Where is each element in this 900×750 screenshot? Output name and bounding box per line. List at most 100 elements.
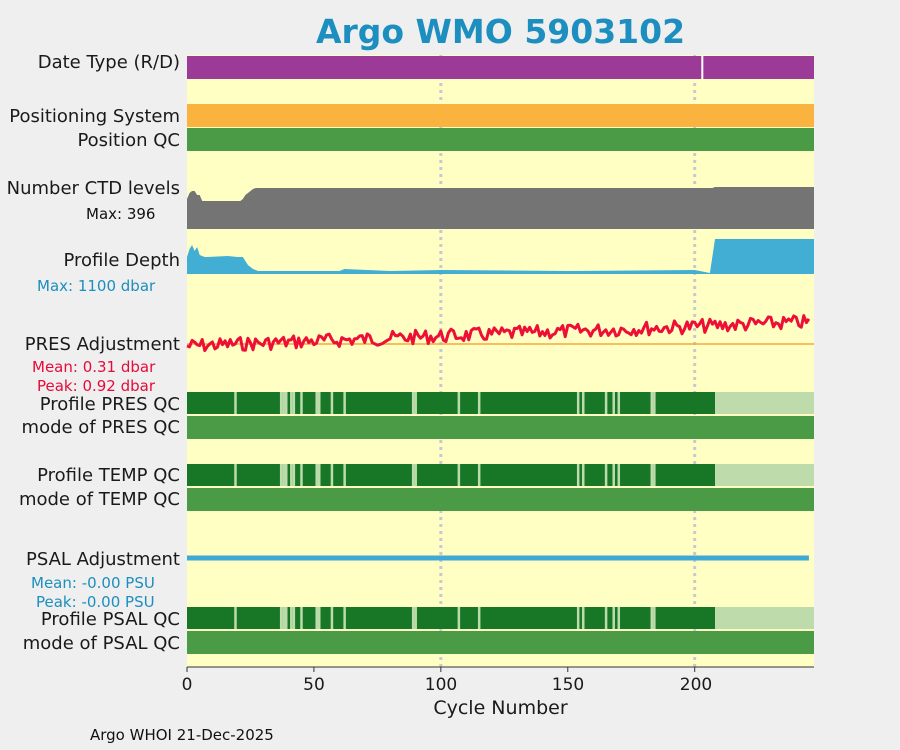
profile-psal-qc-gap bbox=[617, 607, 621, 629]
profile-pres-qc-gap bbox=[604, 392, 608, 414]
x-tick-label: 50 bbox=[303, 675, 325, 695]
profile-pres-qc-gap bbox=[612, 392, 615, 414]
profile-psal-qc-bar bbox=[187, 607, 715, 629]
profile-pres-qc-gap bbox=[285, 392, 288, 414]
profile-psal-qc-gap bbox=[282, 607, 285, 629]
date-type-gap bbox=[701, 56, 704, 79]
profile-temp-qc-gap bbox=[582, 464, 585, 486]
chart-title: Argo WMO 5903102 bbox=[315, 12, 686, 51]
profile-pres-qc-gap bbox=[653, 392, 656, 414]
profile-temp-qc-gap bbox=[300, 464, 303, 486]
profile-temp-qc-gap bbox=[292, 464, 296, 486]
profile-temp-qc-gap bbox=[343, 464, 346, 486]
pres-adjustment-line bbox=[186, 314, 811, 353]
profile-psal-qc-gap bbox=[234, 607, 237, 629]
profile-psal-qc-gap bbox=[650, 607, 654, 629]
label-positioning-system: Positioning System bbox=[9, 106, 180, 127]
pres-mean: Mean: 0.31 dbar bbox=[32, 358, 156, 376]
label-mode-psal-qc: mode of PSAL QC bbox=[22, 633, 180, 654]
profile-psal-qc-gap bbox=[477, 607, 481, 629]
profile-psal-qc-gap bbox=[290, 607, 293, 629]
x-tick-label: 100 bbox=[424, 675, 458, 695]
mode-pres-qc-bar bbox=[187, 416, 814, 439]
profile-psal-qc-gap bbox=[279, 607, 283, 629]
profile-temp-qc-gap bbox=[285, 464, 288, 486]
profile-temp-qc-gap bbox=[414, 464, 417, 486]
profile-psal-qc-gap bbox=[604, 607, 608, 629]
ctd-max: Max: 396 bbox=[86, 205, 156, 223]
profile-pres-qc-gap bbox=[457, 392, 461, 414]
profile-pres-qc-gap bbox=[411, 392, 415, 414]
profile-temp-qc-gap bbox=[653, 464, 656, 486]
plot-background bbox=[187, 55, 814, 667]
profile-temp-qc-gap bbox=[457, 464, 461, 486]
ctd-levels-area bbox=[187, 187, 814, 229]
mode-temp-qc-bar bbox=[187, 488, 814, 511]
label-date-type: Date Type (R/D) bbox=[37, 52, 180, 73]
data-series bbox=[186, 187, 814, 561]
profile-depth-area bbox=[187, 239, 814, 274]
x-axis-label: Cycle Number bbox=[433, 697, 568, 719]
label-profile-psal-qc: Profile PSAL QC bbox=[40, 609, 180, 630]
label-profile-pres-qc: Profile PRES QC bbox=[39, 394, 180, 415]
profile-temp-qc-gap bbox=[650, 464, 654, 486]
profile-pres-qc-gap bbox=[300, 392, 303, 414]
profile-temp-qc-gap bbox=[617, 464, 621, 486]
profile-psal-qc-gap bbox=[315, 607, 318, 629]
profile-psal-qc-gap bbox=[292, 607, 296, 629]
profile-pres-qc-gap bbox=[617, 392, 621, 414]
positioning-system-bar bbox=[187, 104, 814, 127]
profile-pres-qc-gap bbox=[414, 392, 417, 414]
profile-temp-qc-gap bbox=[279, 464, 283, 486]
label-position-qc: Position QC bbox=[77, 130, 180, 151]
profile-psal-qc-gap bbox=[414, 607, 417, 629]
label-profile-temp-qc: Profile TEMP QC bbox=[37, 465, 180, 486]
profile-pres-qc-gap bbox=[318, 392, 321, 414]
position-qc-bar bbox=[187, 128, 814, 151]
profile-temp-qc-gap bbox=[282, 464, 285, 486]
profile-temp-qc-gap bbox=[330, 464, 334, 486]
footer-credit: Argo WHOI 21-Dec-2025 bbox=[90, 726, 274, 744]
x-tick-label: 0 bbox=[181, 675, 193, 695]
profile-pres-qc-gap bbox=[282, 392, 285, 414]
x-axis bbox=[186, 666, 814, 672]
x-tick-label: 150 bbox=[551, 675, 585, 695]
profile-psal-qc-gap bbox=[411, 607, 415, 629]
psal-peak: Peak: -0.00 PSU bbox=[36, 593, 155, 611]
profile-psal-qc-light bbox=[715, 607, 814, 629]
profile-pres-qc-gap bbox=[330, 392, 334, 414]
label-pres-adjustment: PRES Adjustment bbox=[24, 334, 180, 355]
profile-psal-qc-gap bbox=[576, 607, 580, 629]
label-mode-pres-qc: mode of PRES QC bbox=[21, 417, 180, 438]
profile-pres-qc-gap bbox=[315, 392, 318, 414]
label-psal-adjustment: PSAL Adjustment bbox=[25, 549, 180, 570]
profile-temp-qc-gap bbox=[234, 464, 237, 486]
date-type-bar bbox=[187, 56, 814, 79]
profile-pres-qc-gap bbox=[234, 392, 237, 414]
profile-psal-qc-gap bbox=[330, 607, 334, 629]
profile-pres-qc-gap bbox=[279, 392, 283, 414]
profile-temp-qc-gap bbox=[318, 464, 321, 486]
profile-temp-qc-gap bbox=[411, 464, 415, 486]
profile-temp-qc-light bbox=[715, 464, 814, 486]
profile-temp-qc-gap bbox=[604, 464, 608, 486]
profile-psal-qc-gap bbox=[343, 607, 346, 629]
profile-temp-qc-gap bbox=[315, 464, 318, 486]
pres-peak: Peak: 0.92 dbar bbox=[37, 377, 156, 395]
profile-psal-qc-gap bbox=[285, 607, 288, 629]
profile-pres-qc-gap bbox=[582, 392, 585, 414]
profile-psal-qc-gap bbox=[612, 607, 615, 629]
profile-psal-qc-gap bbox=[300, 607, 303, 629]
profile-pres-qc-gap bbox=[650, 392, 654, 414]
label-mode-temp-qc: mode of TEMP QC bbox=[18, 489, 180, 510]
profile-pres-qc-bar bbox=[187, 392, 715, 414]
label-profile-depth: Profile Depth bbox=[63, 250, 180, 271]
label-ctd-levels: Number CTD levels bbox=[6, 178, 180, 199]
data-bands bbox=[187, 56, 814, 654]
profile-psal-qc-gap bbox=[653, 607, 656, 629]
profile-pres-qc-light bbox=[715, 392, 814, 414]
profile-psal-qc-gap bbox=[582, 607, 585, 629]
psal-mean: Mean: -0.00 PSU bbox=[31, 574, 155, 592]
profile-pres-qc-gap bbox=[290, 392, 293, 414]
